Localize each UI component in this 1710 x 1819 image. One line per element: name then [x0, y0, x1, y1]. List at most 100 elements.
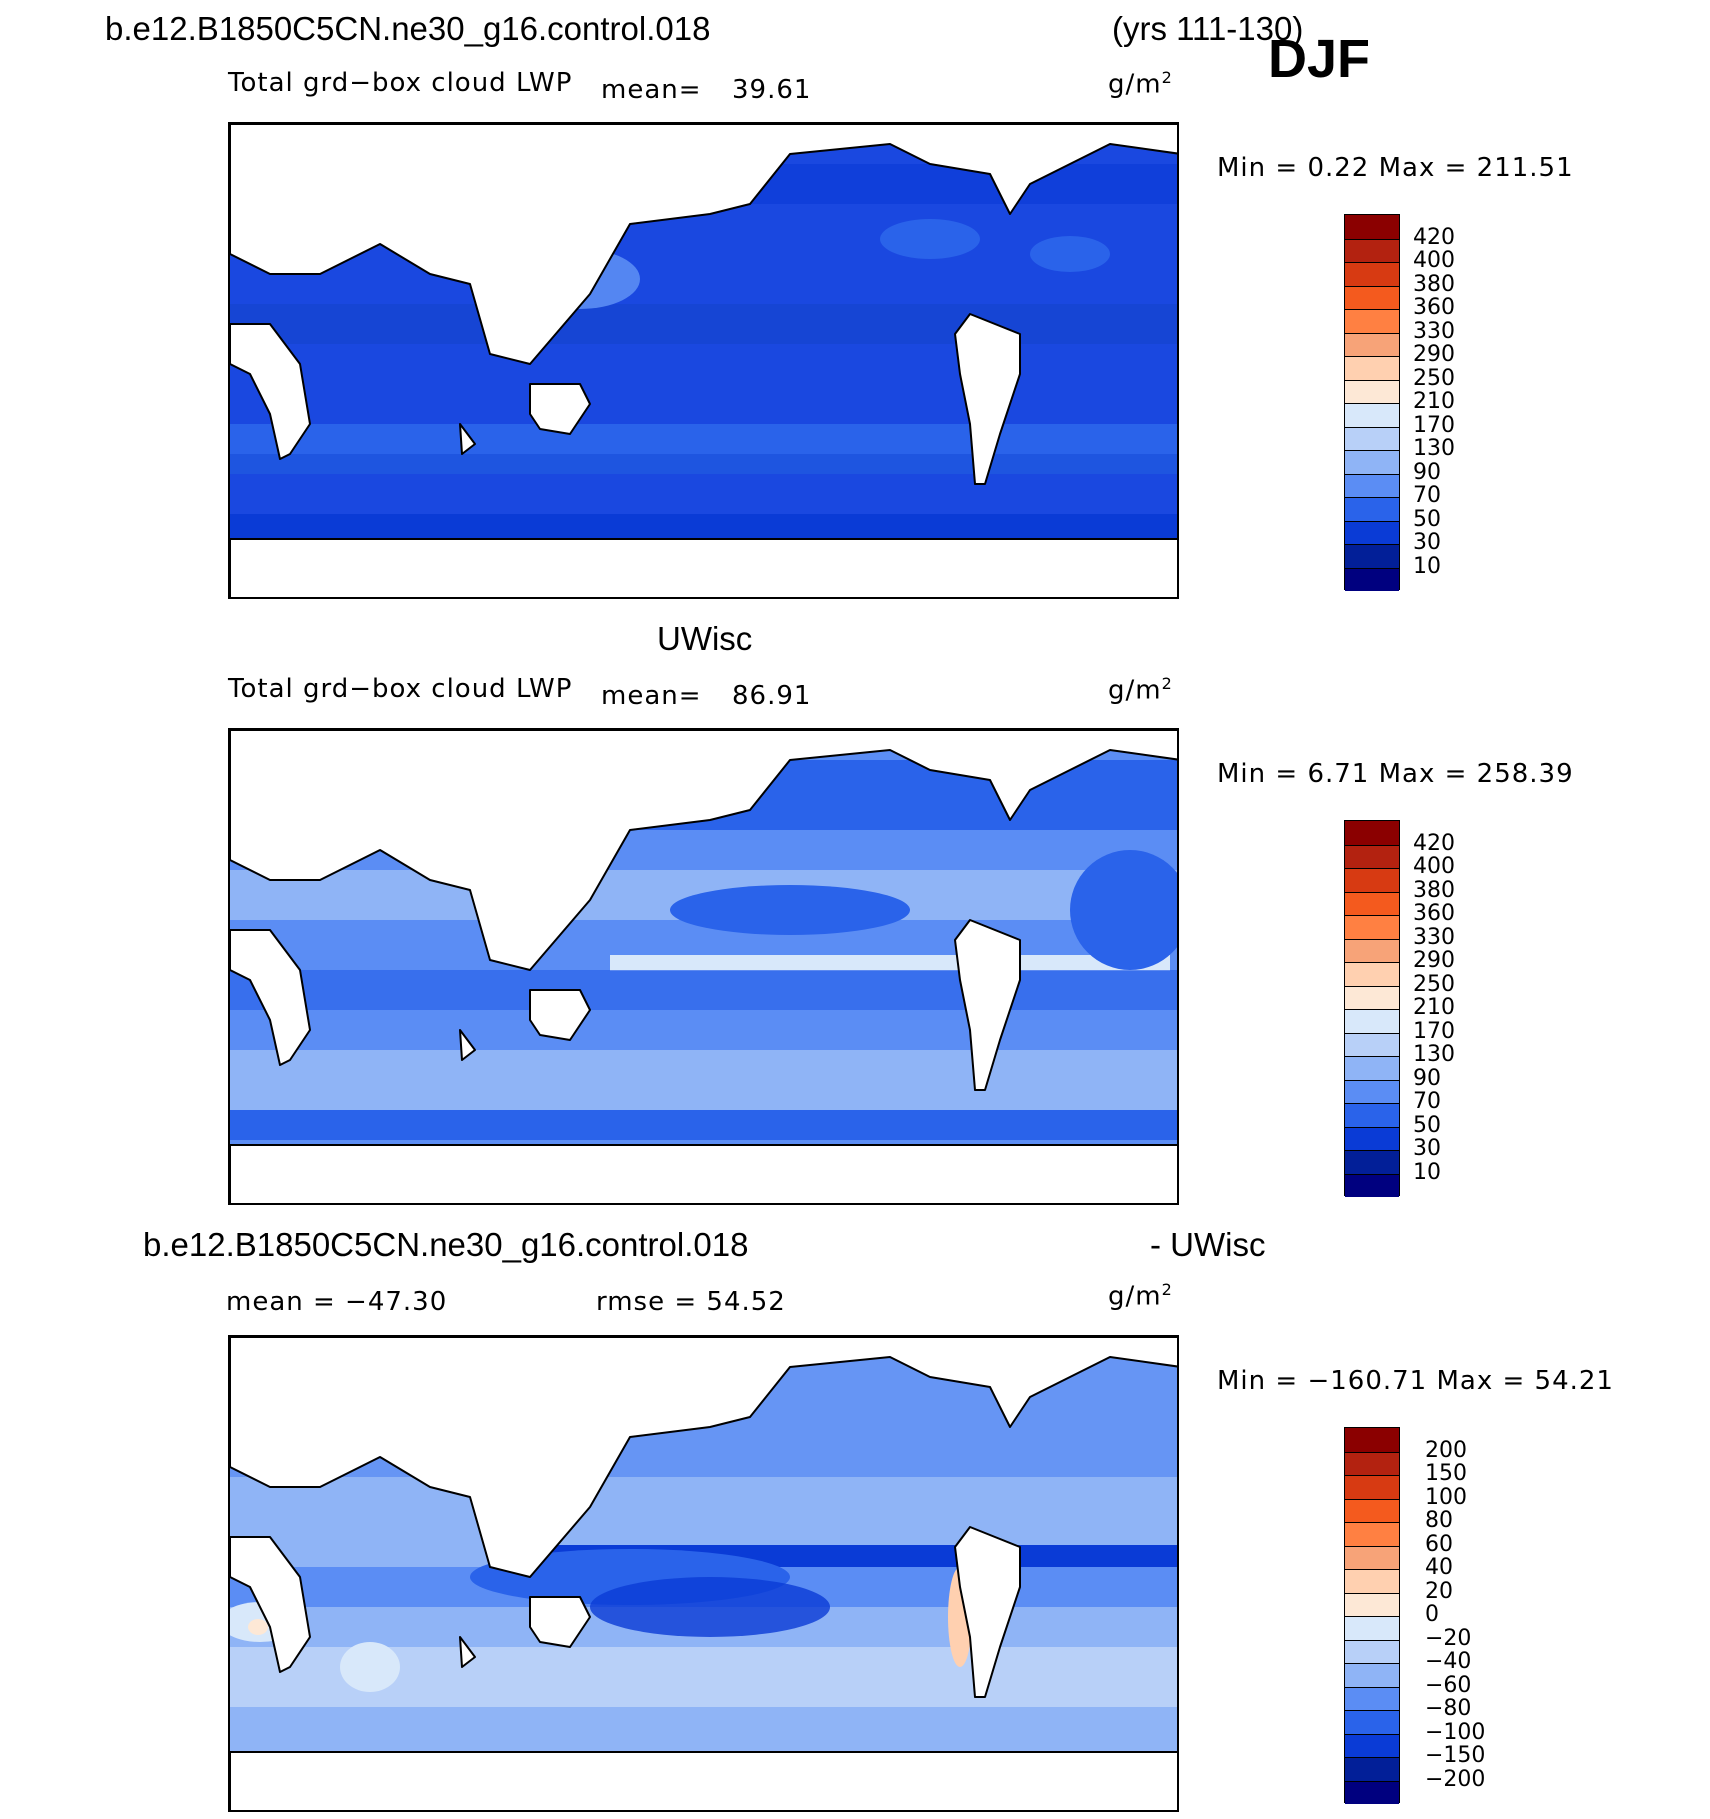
panel1-map	[228, 122, 1179, 599]
colorbar-swatch	[1345, 1592, 1399, 1616]
colorbar-tick-label: 250	[1413, 971, 1455, 997]
colorbar-swatch	[1345, 379, 1399, 403]
panel1-minmax: Min = 0.22 Max = 211.51	[1217, 153, 1574, 183]
panel2-colorbar	[1344, 820, 1400, 1197]
colorbar-swatch	[1345, 1569, 1399, 1593]
colorbar-tick-label: 10	[1413, 1159, 1441, 1185]
colorbar-tick-label: 170	[1413, 412, 1455, 438]
colorbar-tick-label: 150	[1425, 1461, 1467, 1486]
colorbar-tick-label: 420	[1413, 224, 1455, 250]
colorbar-tick-label: 330	[1413, 924, 1455, 950]
colorbar-tick-label: 290	[1413, 948, 1455, 973]
colorbar-swatch	[1345, 938, 1399, 962]
colorbar-swatch	[1345, 262, 1399, 286]
colorbar-tick-label: −20	[1425, 1625, 1472, 1651]
colorbar-tick-label: 30	[1413, 530, 1441, 555]
colorbar-tick-label: −150	[1425, 1743, 1486, 1768]
colorbar-swatch	[1345, 285, 1399, 309]
colorbar-swatch	[1345, 1686, 1399, 1710]
colorbar-swatch	[1345, 497, 1399, 521]
colorbar-tick-label: 70	[1413, 483, 1441, 508]
panel1-mean-label: mean=	[601, 75, 702, 105]
colorbar-swatch	[1345, 1522, 1399, 1546]
colorbar-swatch	[1345, 567, 1399, 591]
panel3-section-title-right: - UWisc	[1150, 1226, 1266, 1263]
colorbar-swatch	[1345, 985, 1399, 1009]
colorbar-swatch	[1345, 1498, 1399, 1522]
colorbar-swatch	[1345, 356, 1399, 380]
colorbar-swatch	[1345, 450, 1399, 474]
colorbar-swatch	[1345, 238, 1399, 262]
colorbar-swatch	[1345, 962, 1399, 986]
colorbar-swatch	[1345, 915, 1399, 939]
colorbar-tick-label: 100	[1425, 1484, 1467, 1510]
colorbar-tick-label: 20	[1425, 1578, 1453, 1604]
colorbar-swatch	[1345, 1126, 1399, 1150]
colorbar-tick-label: 380	[1413, 271, 1455, 297]
colorbar-swatch	[1345, 1173, 1399, 1197]
panel3-units: g/m2	[1108, 1280, 1173, 1312]
colorbar-tick-label: 170	[1413, 1018, 1455, 1044]
colorbar-tick-label: 400	[1413, 854, 1455, 879]
colorbar-tick-label: 400	[1413, 248, 1455, 273]
colorbar-swatch	[1345, 868, 1399, 892]
panel1-mean-value: 39.61	[732, 75, 812, 105]
colorbar-swatch	[1345, 1150, 1399, 1174]
colorbar-tick-label: 50	[1413, 506, 1441, 532]
panel3-map	[228, 1335, 1179, 1812]
colorbar-swatch	[1345, 1103, 1399, 1127]
case-title: b.e12.B1850C5CN.ne30_g16.control.018	[105, 10, 711, 47]
panel2-minmax: Min = 6.71 Max = 258.39	[1217, 759, 1574, 789]
colorbar-tick-label: 360	[1413, 901, 1455, 926]
colorbar-swatch	[1345, 403, 1399, 427]
colorbar-tick-label: 30	[1413, 1136, 1441, 1161]
colorbar-swatch	[1345, 426, 1399, 450]
colorbar-tick-label: 200	[1425, 1437, 1467, 1463]
colorbar-tick-label: 90	[1413, 459, 1441, 485]
colorbar-tick-label: 210	[1413, 995, 1455, 1020]
colorbar-swatch	[1345, 1428, 1399, 1452]
colorbar-swatch	[1345, 544, 1399, 568]
colorbar-swatch	[1345, 1639, 1399, 1663]
colorbar-tick-label: 250	[1413, 365, 1455, 391]
colorbar-tick-label: −60	[1425, 1672, 1472, 1698]
colorbar-swatch	[1345, 1545, 1399, 1569]
colorbar-tick-label: 420	[1413, 830, 1455, 856]
panel3-mean: mean = −47.30	[226, 1287, 448, 1317]
season-label: DJF	[1268, 29, 1371, 89]
colorbar-swatch	[1345, 215, 1399, 239]
panel2-mean-label: mean=	[601, 681, 702, 711]
colorbar-tick-label: 380	[1413, 877, 1455, 903]
colorbar-tick-label: −200	[1425, 1766, 1486, 1792]
colorbar-tick-label: 130	[1413, 436, 1455, 461]
panel2-section-title: UWisc	[657, 620, 753, 657]
colorbar-swatch	[1345, 332, 1399, 356]
colorbar-swatch	[1345, 1733, 1399, 1757]
panel2-map-svg	[230, 730, 1177, 1203]
colorbar-swatch	[1345, 1616, 1399, 1640]
panel1-colorbar	[1344, 214, 1400, 591]
colorbar-tick-label: 360	[1413, 295, 1455, 320]
colorbar-tick-label: 60	[1425, 1531, 1453, 1557]
panel3-minmax: Min = −160.71 Max = 54.21	[1217, 1366, 1614, 1396]
panel2-variable-title: Total grd−box cloud LWP	[228, 674, 573, 704]
panel1-units: g/m2	[1108, 68, 1173, 100]
colorbar-tick-label: 210	[1413, 389, 1455, 414]
colorbar-tick-label: 50	[1413, 1112, 1441, 1138]
colorbar-swatch	[1345, 891, 1399, 915]
panel3-section-title-left: b.e12.B1850C5CN.ne30_g16.control.018	[143, 1226, 749, 1263]
panel2-map	[228, 728, 1179, 1205]
panel1-map-svg	[230, 124, 1177, 597]
colorbar-swatch	[1345, 1780, 1399, 1804]
colorbar-swatch	[1345, 1710, 1399, 1734]
colorbar-swatch	[1345, 844, 1399, 868]
colorbar-tick-label: 70	[1413, 1089, 1441, 1114]
panel3-colorbar	[1344, 1427, 1400, 1804]
colorbar-swatch	[1345, 1032, 1399, 1056]
panel3-rmse: rmse = 54.52	[596, 1287, 786, 1317]
colorbar-swatch	[1345, 1451, 1399, 1475]
colorbar-tick-label: 90	[1413, 1065, 1441, 1091]
colorbar-tick-label: 0	[1425, 1602, 1439, 1627]
colorbar-tick-label: 330	[1413, 318, 1455, 344]
colorbar-tick-label: −40	[1425, 1649, 1472, 1674]
